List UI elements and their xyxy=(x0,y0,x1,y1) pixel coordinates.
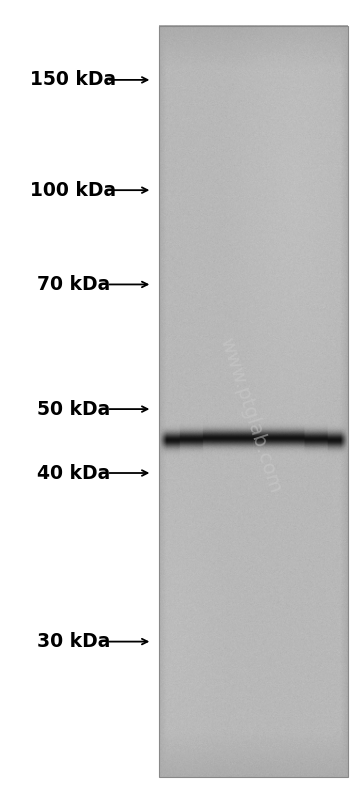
Text: 50 kDa: 50 kDa xyxy=(37,400,110,419)
Text: 30 kDa: 30 kDa xyxy=(37,632,110,651)
Text: 70 kDa: 70 kDa xyxy=(37,275,110,294)
Bar xyxy=(159,26,348,777)
Text: 150 kDa: 150 kDa xyxy=(30,70,117,89)
Text: 40 kDa: 40 kDa xyxy=(37,463,110,483)
Text: 100 kDa: 100 kDa xyxy=(30,181,117,200)
Text: www.ptglab.com: www.ptglab.com xyxy=(216,336,285,495)
